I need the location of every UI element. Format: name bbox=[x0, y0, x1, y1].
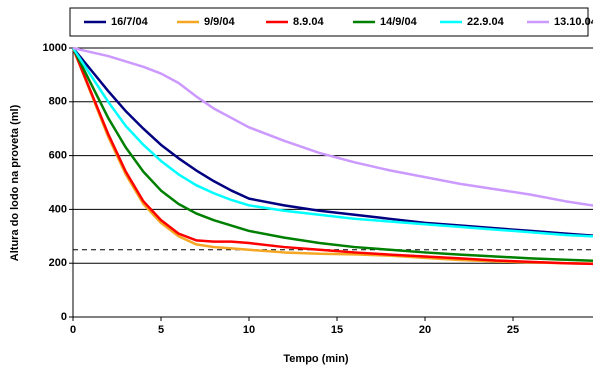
x-tick-label: 0 bbox=[70, 324, 76, 336]
legend-label: 16/7/04 bbox=[111, 16, 149, 28]
y-tick-label: 400 bbox=[49, 203, 67, 215]
legend-label: 8.9.04 bbox=[293, 16, 324, 28]
series-line bbox=[71, 47, 593, 238]
legend-label: 13.10.04 bbox=[554, 16, 593, 28]
y-tick-label: 600 bbox=[49, 150, 67, 162]
y-tick-label: 200 bbox=[49, 257, 67, 269]
x-tick-label: 5 bbox=[158, 324, 164, 336]
x-tick-label: 15 bbox=[331, 324, 343, 336]
y-tick-label: 0 bbox=[61, 311, 67, 323]
x-tick-label: 20 bbox=[419, 324, 431, 336]
legend-label: 9/9/04 bbox=[204, 16, 235, 28]
legend-box bbox=[69, 7, 589, 37]
legend-label: 14/9/04 bbox=[380, 16, 418, 28]
y-tick-label: 1000 bbox=[43, 42, 67, 54]
x-axis-label: Tempo (min) bbox=[283, 353, 349, 365]
series-line bbox=[71, 47, 593, 266]
series-line bbox=[72, 46, 593, 207]
series-line bbox=[72, 47, 593, 237]
legend-label: 22.9.04 bbox=[467, 16, 505, 28]
x-tick-label: 25 bbox=[507, 324, 519, 336]
x-tick-label: 10 bbox=[243, 324, 255, 336]
y-axis-label: Altura do lodo na proveta (ml) bbox=[9, 104, 21, 261]
series-line bbox=[71, 47, 593, 262]
y-tick-label: 800 bbox=[49, 96, 67, 108]
